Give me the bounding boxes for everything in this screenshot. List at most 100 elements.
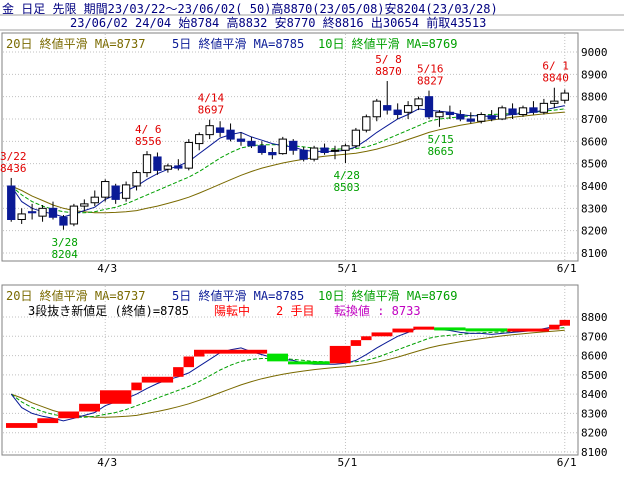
header-line-1: 金 日足 先限 期間23/03/22～23/06/02( 50)高8870(23… bbox=[2, 1, 498, 16]
candle-body bbox=[153, 156, 162, 171]
y-tick-label: 8800 bbox=[581, 311, 608, 324]
candle bbox=[477, 112, 486, 124]
candle-body bbox=[132, 172, 141, 187]
candle-body bbox=[477, 114, 486, 122]
candlestick-moving-averages bbox=[10, 105, 565, 218]
ma20-line bbox=[11, 329, 565, 418]
candle bbox=[383, 81, 392, 115]
candle bbox=[132, 170, 141, 191]
candle bbox=[163, 163, 173, 173]
candle bbox=[518, 105, 528, 117]
annotation-value: 8827 bbox=[417, 75, 444, 88]
annotation-value: 8503 bbox=[333, 181, 360, 194]
candle bbox=[80, 199, 89, 211]
y-tick-label: 8600 bbox=[581, 350, 608, 363]
candle-body bbox=[309, 147, 319, 160]
candle-body bbox=[48, 207, 58, 218]
candle-body bbox=[383, 105, 392, 111]
x-tick-label: 4/3 bbox=[97, 456, 117, 469]
candle bbox=[351, 127, 361, 149]
candle bbox=[278, 136, 287, 155]
candle bbox=[111, 183, 120, 204]
candle-body bbox=[518, 107, 528, 116]
y-tick-label: 8700 bbox=[581, 330, 608, 343]
annotation-value: 8840 bbox=[542, 72, 569, 85]
annotation-date: 6/ 1 bbox=[542, 60, 569, 73]
candle bbox=[247, 136, 256, 149]
candle-body bbox=[529, 107, 538, 113]
candle-body bbox=[142, 154, 152, 174]
candle bbox=[27, 203, 37, 220]
candle-body bbox=[215, 127, 225, 133]
candle bbox=[195, 132, 204, 151]
candle bbox=[142, 151, 152, 178]
candle-body bbox=[487, 115, 496, 120]
candle bbox=[330, 145, 340, 160]
line-break-brick bbox=[173, 367, 184, 377]
line-break-brick bbox=[507, 328, 550, 332]
candle bbox=[341, 143, 350, 163]
candle bbox=[7, 177, 16, 222]
y-tick-label: 8300 bbox=[581, 202, 608, 215]
line-break-brick bbox=[559, 319, 570, 326]
candle bbox=[121, 181, 131, 202]
candle bbox=[372, 98, 381, 122]
candle bbox=[38, 204, 47, 222]
candle-body bbox=[17, 213, 26, 221]
candle-body bbox=[320, 147, 329, 154]
line-break-brick bbox=[350, 340, 362, 346]
candle bbox=[268, 148, 277, 160]
line-break-brick bbox=[204, 349, 268, 354]
candle-body bbox=[195, 134, 204, 145]
candle bbox=[320, 143, 329, 155]
y-tick-label: 8100 bbox=[581, 446, 608, 459]
candle bbox=[101, 179, 110, 202]
candle bbox=[393, 103, 402, 119]
candle-body bbox=[121, 184, 131, 199]
candle-body bbox=[351, 129, 361, 147]
line-break-brick bbox=[131, 382, 142, 391]
annotation-date: 4/28 bbox=[333, 169, 360, 182]
candle bbox=[59, 215, 68, 230]
candle-body bbox=[362, 116, 371, 131]
candle-body bbox=[7, 185, 16, 220]
legend-ma10: 10日 終値平滑 MA=8769 bbox=[318, 36, 457, 51]
candle bbox=[48, 201, 58, 220]
candle bbox=[17, 208, 26, 224]
candle-body bbox=[403, 105, 413, 113]
candle-body bbox=[247, 140, 256, 147]
candle-body bbox=[445, 111, 455, 116]
candle-body bbox=[111, 185, 120, 200]
candle-body bbox=[456, 114, 465, 120]
candle-body bbox=[268, 152, 277, 156]
x-tick-label: 6/1 bbox=[557, 262, 577, 275]
candle-body bbox=[424, 96, 434, 118]
ma20-line bbox=[11, 111, 565, 214]
candlestick-x-axis: 4/3 5/1 6/1 bbox=[97, 262, 576, 275]
candle bbox=[205, 119, 214, 140]
y-tick-label: 8700 bbox=[581, 113, 608, 126]
candlestick-series bbox=[7, 81, 569, 230]
candle bbox=[497, 105, 507, 121]
legend-ma20: 20日 終値平滑 MA=8737 bbox=[6, 36, 145, 51]
line-break-brick bbox=[392, 328, 414, 333]
candlestick-panel: 20日 終値平滑 MA=8737 5日 終値平滑 MA=8785 10日 終値平… bbox=[0, 32, 608, 275]
y-tick-label: 8200 bbox=[581, 427, 608, 440]
candle bbox=[424, 90, 434, 119]
candle-body bbox=[299, 149, 308, 160]
annotation-value: 8665 bbox=[427, 145, 454, 158]
y-tick-label: 8500 bbox=[581, 369, 608, 382]
candle bbox=[456, 110, 465, 122]
line-break-y-axis: 8100 8200 8300 8400 8500 8600 8700 8800 bbox=[581, 311, 608, 459]
annotation-value: 8870 bbox=[375, 65, 402, 78]
candle bbox=[174, 159, 183, 171]
candle bbox=[466, 112, 475, 124]
candle bbox=[236, 132, 246, 146]
